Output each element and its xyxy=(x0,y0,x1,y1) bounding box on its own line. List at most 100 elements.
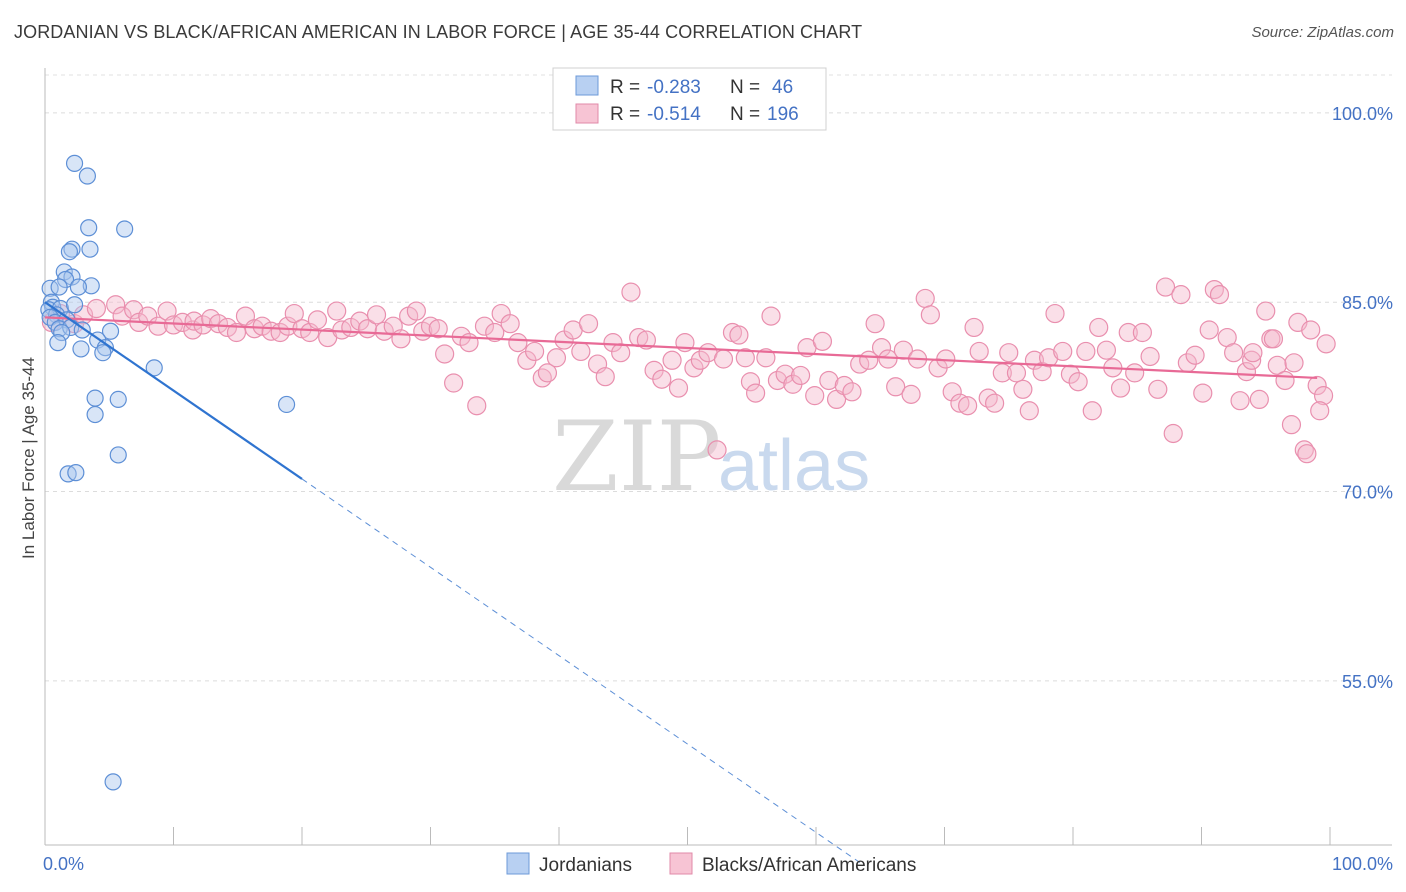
data-point-blacks xyxy=(611,343,631,363)
data-point-jordanians xyxy=(53,323,71,342)
data-point-blacks xyxy=(746,383,766,403)
legend-n-label: N = xyxy=(730,104,760,125)
data-point-blacks xyxy=(278,316,298,336)
data-point-blacks xyxy=(729,325,749,345)
data-point-blacks xyxy=(1163,423,1183,444)
data-point-jordanians xyxy=(72,340,90,358)
data-point-jordanians xyxy=(41,279,59,297)
data-point-jordanians xyxy=(63,240,81,258)
data-point-blacks xyxy=(1125,363,1145,383)
data-point-blacks xyxy=(537,363,558,383)
data-point-blacks xyxy=(1045,303,1065,324)
data-point-jordanians xyxy=(277,395,296,414)
trend-line-jordanians-extension xyxy=(301,478,862,864)
data-point-blacks xyxy=(920,305,940,325)
data-point-blacks xyxy=(819,370,839,391)
data-point-blacks xyxy=(668,378,689,398)
data-point-blacks xyxy=(1313,386,1334,406)
data-point-blacks xyxy=(958,396,978,416)
data-point-blacks xyxy=(1242,350,1262,370)
data-point-blacks xyxy=(226,322,247,343)
legend-swatch-jordanians xyxy=(506,852,530,875)
data-point-blacks xyxy=(652,369,672,389)
data-point-blacks xyxy=(1236,362,1257,382)
y-tick-label: 70.0% xyxy=(1342,483,1393,503)
data-point-blacks xyxy=(1140,346,1160,367)
data-point-blacks xyxy=(500,314,520,334)
y-tick-labels: 100.0% 85.0% 70.0% 55.0% xyxy=(1332,104,1393,692)
legend-swatch-blacks xyxy=(669,852,693,875)
data-point-blacks xyxy=(969,341,989,362)
data-point-jordanians xyxy=(78,167,97,185)
data-point-jordanians xyxy=(109,446,127,464)
data-point-blacks xyxy=(571,341,591,362)
data-point-blacks xyxy=(662,350,682,370)
data-point-jordanians xyxy=(101,322,120,340)
data-point-blacks xyxy=(406,301,426,321)
data-point-blacks xyxy=(284,303,304,324)
data-point-blacks xyxy=(950,393,970,413)
data-point-blacks xyxy=(1310,401,1330,421)
data-point-blacks xyxy=(1256,301,1276,321)
data-point-blacks xyxy=(391,329,411,349)
data-point-blacks xyxy=(1193,383,1213,403)
legend-swatch-pink xyxy=(575,103,599,124)
data-point-blacks xyxy=(1013,379,1033,399)
data-point-blacks xyxy=(508,333,528,353)
data-point-blacks xyxy=(735,348,755,368)
data-point-blacks xyxy=(1275,370,1295,391)
data-point-blacks xyxy=(942,382,962,402)
data-point-blacks xyxy=(790,365,811,386)
data-point-jordanians xyxy=(86,405,104,424)
data-point-jordanians xyxy=(65,154,84,172)
x-tick-label: 100.0% xyxy=(1332,854,1393,874)
data-point-blacks xyxy=(1230,391,1250,411)
data-point-blacks xyxy=(595,367,615,387)
data-point-blacks xyxy=(812,331,833,351)
data-point-blacks xyxy=(1076,341,1096,362)
data-point-blacks xyxy=(1038,348,1059,368)
data-point-blacks xyxy=(978,388,998,408)
y-tick-label: 85.0% xyxy=(1342,293,1393,313)
data-point-jordanians xyxy=(94,344,112,362)
data-point-blacks xyxy=(1171,285,1191,305)
data-point-blacks xyxy=(1068,372,1088,392)
data-point-jordanians xyxy=(60,243,79,261)
watermark-atlas: atlas xyxy=(718,426,870,506)
data-point-blacks xyxy=(435,344,455,364)
legend-swatch-blue xyxy=(575,75,599,96)
y-axis-label: In Labor Force | Age 35-44 xyxy=(19,357,38,559)
data-point-blacks xyxy=(761,306,781,326)
data-point-jordanians xyxy=(116,220,134,238)
data-point-jordanians xyxy=(81,240,99,258)
data-point-blacks xyxy=(1267,355,1287,375)
data-point-blacks xyxy=(350,311,370,331)
data-point-blacks xyxy=(886,377,906,397)
data-point-blacks xyxy=(834,375,854,396)
data-point-blacks xyxy=(767,370,788,391)
data-point-jordanians xyxy=(69,278,88,296)
data-point-blacks xyxy=(603,333,623,353)
legend-n-value: 196 xyxy=(767,104,799,125)
data-point-blacks xyxy=(636,330,656,350)
data-point-blacks xyxy=(1281,415,1302,435)
data-point-blacks xyxy=(1155,277,1176,297)
data-point-blacks xyxy=(374,321,394,341)
data-point-blacks xyxy=(901,384,921,404)
data-point-blacks xyxy=(964,317,984,338)
data-point-blacks xyxy=(690,350,710,370)
data-point-blacks xyxy=(707,440,727,460)
data-point-blacks xyxy=(775,364,795,384)
data-point-blacks xyxy=(467,396,487,416)
data-point-blacks xyxy=(1209,285,1230,305)
data-point-blacks xyxy=(1249,389,1269,410)
data-point-jordanians xyxy=(49,334,67,352)
data-point-blacks xyxy=(1053,341,1073,362)
data-point-blacks xyxy=(1316,334,1336,354)
data-point-blacks xyxy=(524,341,545,362)
data-point-jordanians xyxy=(80,219,98,237)
data-point-blacks xyxy=(1096,340,1117,360)
data-point-blacks xyxy=(1307,375,1327,396)
legend-item-jordanians: Jordanians xyxy=(539,855,632,876)
